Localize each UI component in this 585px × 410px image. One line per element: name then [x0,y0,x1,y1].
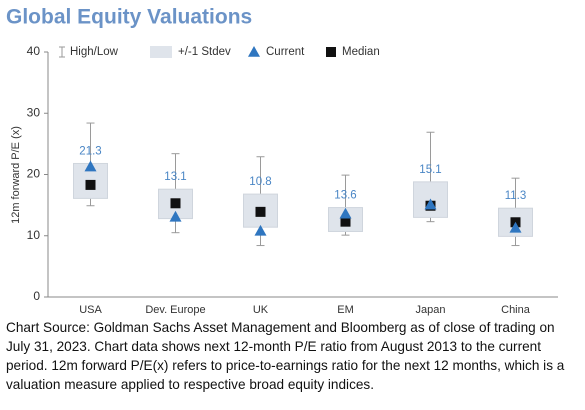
x-tick-label: EM [337,304,354,316]
y-axis-label: 12m forward P/E (x) [10,126,22,224]
current-marker [424,198,437,210]
value-label: 11.3 [505,190,527,202]
y-tick-label: 10 [27,228,41,242]
x-tick-label: Dev. Europe [145,304,205,316]
current-marker [509,221,522,233]
x-tick-label: UK [253,304,269,316]
value-label: 10.8 [249,176,271,188]
legend-icon [248,46,260,57]
legend-icon [326,47,336,57]
value-label: 13.6 [334,190,356,202]
current-marker [84,160,97,172]
source-note: Chart Source: Goldman Sachs Asset Manage… [6,320,565,392]
legend-icon [150,46,172,58]
legend-label: High/Low [70,46,119,58]
median-marker [340,216,351,227]
current-marker [169,210,182,222]
y-tick-label: 40 [27,44,41,58]
legend-label: Median [342,46,380,58]
x-tick-label: USA [79,304,102,316]
value-label: 13.1 [164,171,186,183]
current-marker [254,224,267,236]
x-tick-label: Japan [416,304,446,316]
y-tick-label: 20 [27,167,41,181]
value-label: 21.3 [79,146,101,158]
y-tick-label: 30 [27,105,41,119]
median-marker [85,179,96,190]
x-tick-label: China [501,304,531,316]
chart: Global Equity Valuations 12m forward P/E… [6,6,558,316]
median-marker [255,206,266,217]
y-tick-label: 0 [33,289,40,303]
chart-title: Global Equity Valuations [6,6,252,29]
legend-label: Current [266,46,305,58]
legend-label: +/-1 Stdev [178,46,231,58]
median-marker [170,198,181,209]
current-marker [339,207,352,219]
value-label: 15.1 [419,164,441,176]
